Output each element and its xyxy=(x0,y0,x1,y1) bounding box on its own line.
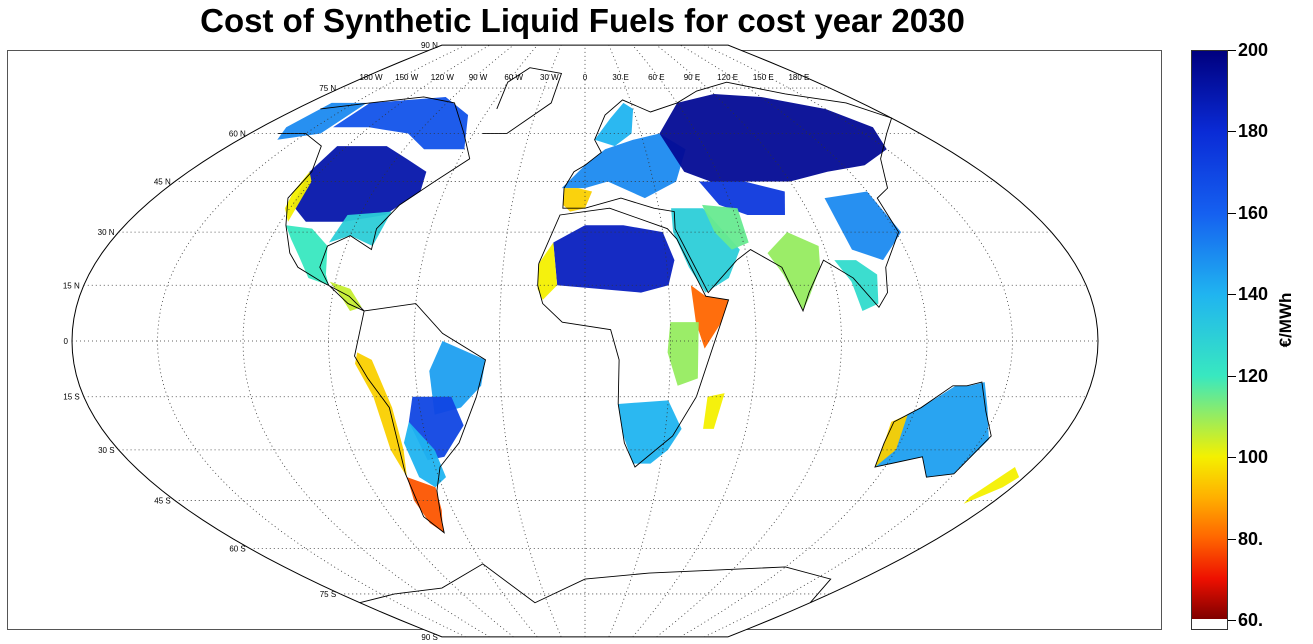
lat-label--60: 60 S xyxy=(229,544,245,553)
colorbar xyxy=(1191,50,1228,630)
region-australia-west-coast xyxy=(874,414,908,468)
lat-label-45: 45 N xyxy=(154,178,171,187)
region-china-east xyxy=(824,191,902,261)
coastline-antarctica-coast xyxy=(359,563,832,604)
region-andes-west xyxy=(355,352,407,478)
coastline-australia-coast xyxy=(874,381,992,478)
meridian-30 xyxy=(608,45,671,637)
meridian--90 xyxy=(328,44,514,638)
lat-label--45: 45 S xyxy=(154,496,170,505)
region-canada-north xyxy=(333,96,469,150)
world-map: 180 W 150 W 120 W 90 W 60 W 30 W 0 30 E 60 E 90 E… xyxy=(63,41,1099,642)
lat-label--15: 15 S xyxy=(63,393,79,402)
lon-label-180: 180 E xyxy=(788,73,809,82)
colorbar-label-160: 160 xyxy=(1238,202,1269,223)
colorbar-tick-80 xyxy=(1228,538,1236,540)
region-sahara xyxy=(553,225,675,293)
colorbar-tick-160 xyxy=(1228,212,1236,214)
lat-label-90: 90 N xyxy=(421,41,438,50)
lat-label-60: 60 N xyxy=(229,130,246,139)
graticule-labels: 180 W 150 W 120 W 90 W 60 W 30 W 0 30 E 60 E 90 E… xyxy=(63,41,810,642)
region-europe xyxy=(561,133,686,199)
region-alaska xyxy=(277,102,367,140)
region-middle-east xyxy=(671,208,740,293)
coastline-south-america-coast xyxy=(354,303,487,534)
lon-label--120: 120 W xyxy=(431,73,455,82)
colorbar-tick-140 xyxy=(1228,294,1236,296)
lon-label--90: 90 W xyxy=(469,73,488,82)
lat-label-30: 30 N xyxy=(98,228,115,237)
colorbar-tick-180 xyxy=(1228,131,1236,133)
region-central-asia xyxy=(698,181,785,215)
colorbar-tick-120 xyxy=(1228,375,1236,377)
region-patagonia xyxy=(406,477,445,533)
lat-label--75: 75 S xyxy=(320,590,336,599)
lon-label--60: 60 W xyxy=(504,73,523,82)
meridian-90 xyxy=(656,44,842,638)
colorbar-label-60: 60. xyxy=(1238,610,1264,630)
region-usa-southeast xyxy=(328,211,392,247)
lat-label-0: 0 xyxy=(64,337,69,346)
colorbar-label-180: 180 xyxy=(1238,121,1269,142)
lon-label-60: 60 E xyxy=(648,73,664,82)
lat-label--30: 30 S xyxy=(98,446,114,455)
lat-label-15: 15 N xyxy=(63,281,80,290)
region-north-america-core xyxy=(292,146,427,222)
lon-label--30: 30 W xyxy=(540,73,559,82)
region-southern-africa xyxy=(618,400,682,464)
region-new-zealand xyxy=(963,467,1020,504)
lon-label-90: 90 E xyxy=(684,73,700,82)
region-horn-of-africa xyxy=(690,285,729,349)
colorbar-unit-label: €/MWh xyxy=(1276,292,1295,348)
colorbar-tick-200 xyxy=(1228,50,1236,51)
lon-label-30: 30 E xyxy=(612,73,628,82)
colorbar-tick-60 xyxy=(1228,620,1236,621)
lon-label-0: 0 xyxy=(583,73,588,82)
colorbar-label-200: 200 xyxy=(1238,40,1269,60)
map-title: Cost of Synthetic Liquid Fuels for cost … xyxy=(200,2,965,39)
meridian-150 xyxy=(704,44,1013,638)
region-south-america-northeast xyxy=(429,341,486,415)
coastline-eurasia-coast xyxy=(562,81,900,313)
colorbar-label-120: 120 xyxy=(1238,365,1269,386)
colorbar-label-80: 80. xyxy=(1238,528,1264,549)
meridian--150 xyxy=(157,44,466,638)
lon-label-120: 120 E xyxy=(717,73,738,82)
region-mexico xyxy=(285,225,329,286)
graticule xyxy=(72,44,1098,638)
region-scandinavia xyxy=(594,102,634,147)
region-east-africa xyxy=(667,322,699,386)
region-india xyxy=(767,232,821,311)
region-madagascar xyxy=(703,393,725,429)
region-russia-siberia xyxy=(659,93,887,182)
region-central-america xyxy=(329,281,362,311)
lat-label-75: 75 N xyxy=(319,84,336,93)
lat-label--90: 90 S xyxy=(421,633,437,642)
meridian--30 xyxy=(499,45,562,637)
cost-regions xyxy=(277,93,1020,533)
colorbar-label-140: 140 xyxy=(1238,284,1269,305)
coastlines xyxy=(277,67,992,604)
region-iberia xyxy=(563,188,593,212)
lon-label--180: 180 W xyxy=(359,73,383,82)
region-iran xyxy=(702,204,749,250)
coastline-africa-coast xyxy=(537,207,730,468)
lon-label--150: 150 W xyxy=(395,73,419,82)
region-argentina xyxy=(403,421,446,488)
region-australia xyxy=(874,382,989,478)
colorbar-tick-100 xyxy=(1228,457,1236,459)
coastline-north-america-coast xyxy=(277,96,471,312)
colorbar-label-100: 100 xyxy=(1238,447,1269,468)
lon-label-150: 150 E xyxy=(753,73,774,82)
